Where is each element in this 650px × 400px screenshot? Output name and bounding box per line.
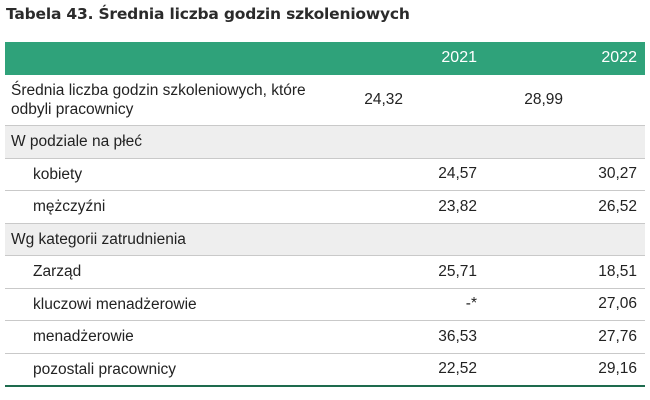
row-label: kobiety	[33, 165, 83, 183]
value-2022: 18,51	[598, 262, 637, 280]
section-label: W podziale na płeć	[11, 133, 142, 151]
row-label: mężczyźni	[33, 198, 106, 216]
header-year-2022: 2022	[601, 49, 637, 66]
value-2022: 30,27	[598, 165, 637, 183]
value-2022: 27,06	[598, 295, 637, 313]
table-row-women: kobiety 24,57 30,27	[5, 157, 645, 191]
value-2021: 23,82	[438, 197, 477, 215]
value-2021: 25,71	[438, 262, 477, 280]
table-row-key-managers: kluczowi menadżerowie -* 27,06	[5, 287, 645, 321]
table-row-average-total: Średnia liczba godzin szkoleniowych, któ…	[5, 74, 645, 125]
value-2022: 26,52	[598, 197, 637, 215]
value-2021: 24,32	[364, 91, 403, 108]
value-2022: 29,16	[598, 360, 637, 378]
training-hours-table: 2021 2022 Średnia liczba godzin szkoleni…	[5, 42, 645, 387]
section-row-employment-category: Wg kategorii zatrudnienia	[5, 222, 645, 255]
section-row-gender: W podziale na płeć	[5, 125, 645, 158]
value-2021: 36,53	[438, 327, 477, 345]
value-2021: 22,52	[438, 360, 477, 378]
table-row-other-employees: pozostali pracownicy 22,52 29,16	[5, 352, 645, 386]
row-label: Zarząd	[33, 263, 82, 281]
section-label: Wg kategorii zatrudnienia	[11, 230, 186, 248]
value-2021: -*	[465, 295, 477, 313]
value-2022: 28,99	[524, 91, 563, 108]
table-title: Tabela 43. Średnia liczba godzin szkolen…	[6, 5, 410, 23]
row-label: Średnia liczba godzin szkoleniowych, któ…	[11, 82, 306, 118]
value-2021: 24,57	[438, 165, 477, 183]
table-row-managers: menadżerowie 36,53 27,76	[5, 320, 645, 353]
value-2022: 27,76	[598, 327, 637, 345]
table-row-board: Zarząd 25,71 18,51	[5, 255, 645, 288]
row-label: pozostali pracownicy	[33, 360, 177, 378]
table-row-men: mężczyźni 23,82 26,52	[5, 190, 645, 223]
table-header-row: 2021 2022	[5, 42, 645, 74]
header-year-2021: 2021	[441, 49, 477, 66]
row-label: menadżerowie	[33, 328, 134, 346]
row-label: kluczowi menadżerowie	[33, 295, 197, 313]
